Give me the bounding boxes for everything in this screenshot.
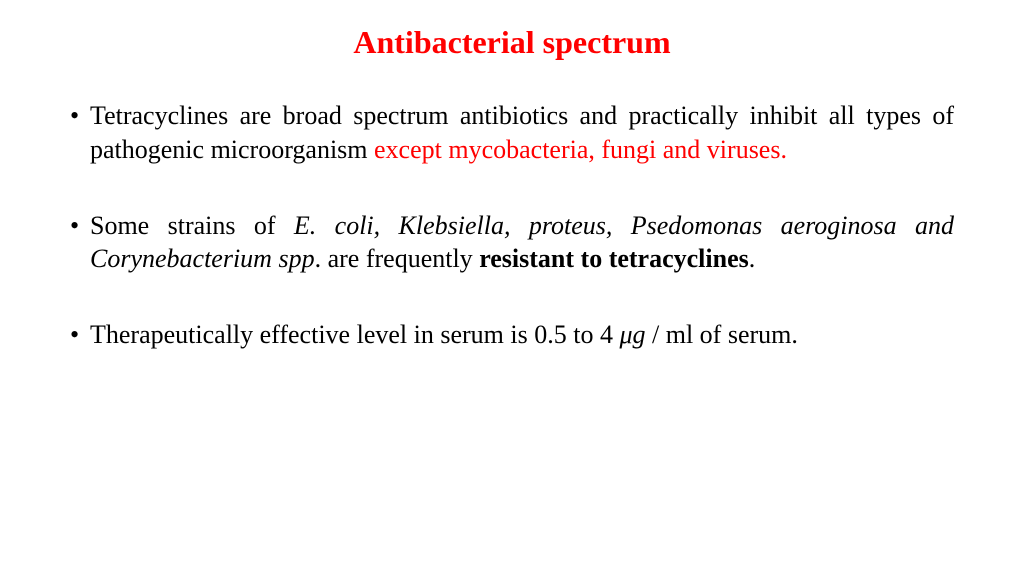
bullet-text-run: Therapeutically effective level in serum…: [90, 320, 619, 349]
bullet-text-run: / ml of serum.: [646, 320, 798, 349]
slide: Antibacterial spectrum Tetracyclines are…: [0, 0, 1024, 576]
slide-title: Antibacterial spectrum: [70, 24, 954, 61]
bullet-item: Therapeutically effective level in serum…: [70, 318, 954, 352]
bullet-list: Tetracyclines are broad spectrum antibio…: [70, 99, 954, 352]
bullet-text-run: . are frequently: [315, 244, 480, 273]
bullet-text-run: resistant to tetracyclines: [479, 244, 749, 273]
bullet-item: Tetracyclines are broad spectrum antibio…: [70, 99, 954, 167]
bullet-text-run: μg: [619, 320, 645, 349]
bullet-item: Some strains of E. coli, Klebsiella, pro…: [70, 209, 954, 277]
bullet-text-run: Some strains of: [90, 211, 294, 240]
bullet-text-run: except mycobacteria, fungi and viruses.: [374, 135, 787, 164]
bullet-text-run: .: [749, 244, 756, 273]
